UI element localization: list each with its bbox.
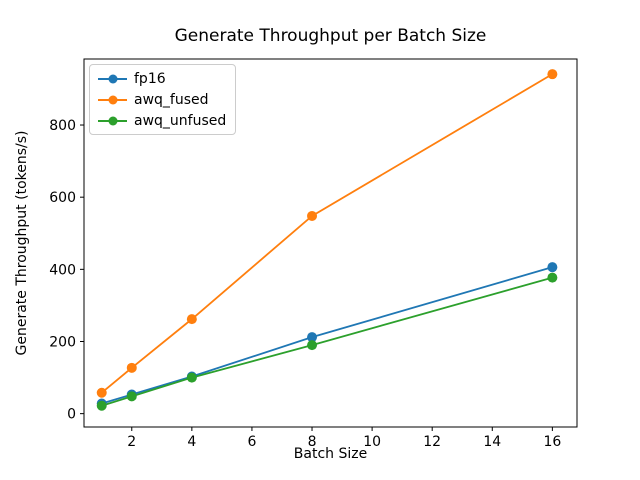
data-point-awq_fused [547,69,558,80]
legend-item-awq_unfused: awq_unfused [98,112,226,129]
data-point-awq_unfused [96,400,107,411]
legend-label: awq_fused [134,91,209,108]
x-tick-label: 14 [483,434,501,450]
data-point-awq_unfused [547,272,558,283]
data-point-fp16 [307,332,318,343]
axes-frame [83,58,578,428]
legend-line-marker-fp16 [98,77,127,80]
data-point-awq_fused [96,387,107,398]
data-point-awq_fused [186,314,197,325]
data-point-awq_fused [307,210,318,221]
x-tick-label: 16 [543,434,561,450]
legend-item-fp16: fp16 [98,70,226,87]
y-tick-label: 0 [67,407,76,423]
x-axis-label: Batch Size [293,446,368,462]
data-point-awq_unfused [126,391,137,402]
x-tick-label: 6 [247,434,256,450]
data-point-awq_fused [126,362,137,373]
x-tick-label: 12 [423,434,441,450]
x-tick-label: 8 [308,434,317,450]
legend-label: fp16 [134,70,166,87]
x-tick-label: 10 [363,434,381,450]
y-tick-label: 400 [49,262,76,278]
y-axis-label: Generate Throughput (tokens/s) [14,130,30,356]
data-point-fp16 [547,262,558,273]
y-tick-label: 200 [49,334,76,350]
legend-line-marker-awq_unfused [98,119,127,122]
series-line-awq_unfused [100,276,554,407]
chart-title: Generate Throughput per Batch Size [174,26,487,46]
y-tick-label: 800 [49,118,76,134]
series-line-fp16 [100,266,554,405]
x-tick-label: 4 [187,434,196,450]
legend-line-marker-awq_fused [98,98,127,101]
legend-item-awq_fused: awq_fused [98,91,226,108]
legend-label: awq_unfused [134,112,227,129]
legend: fp16 awq_fused awq_unfused [89,64,237,135]
x-tick-label: 2 [127,434,136,450]
y-tick-label: 600 [49,190,76,206]
data-point-awq_unfused [186,372,197,383]
data-point-awq_unfused [307,340,318,351]
